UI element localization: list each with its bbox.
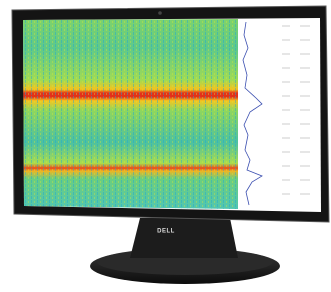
screen [23,18,321,212]
spectrogram-noise [23,19,238,209]
stand-neck [130,218,238,258]
monitor-photo: DELL [0,0,331,292]
logo: DELL [157,229,175,235]
camera [158,11,162,15]
